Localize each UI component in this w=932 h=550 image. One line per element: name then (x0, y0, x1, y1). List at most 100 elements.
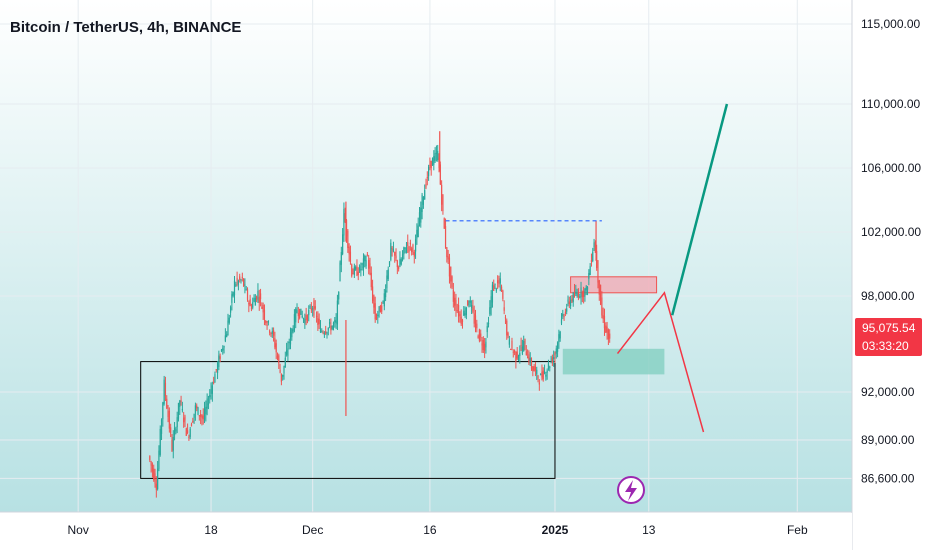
candle-body (416, 229, 418, 239)
candle-body (534, 366, 537, 371)
candle-body (395, 255, 397, 259)
candle-body (326, 332, 328, 334)
candle-body (312, 308, 314, 310)
candle-body (299, 308, 301, 319)
y-tick-label: 115,000.00 (861, 17, 920, 31)
candle-body (601, 297, 603, 316)
candle-body (362, 258, 365, 269)
candle-body (262, 304, 264, 313)
candle-body (254, 297, 256, 306)
candle-body (272, 330, 275, 336)
candle-body (364, 255, 366, 262)
candle-body (538, 382, 540, 385)
candle-body (467, 300, 469, 306)
candle-body (463, 310, 465, 316)
candle-body (196, 405, 198, 409)
bullish-projection-line (671, 103, 729, 316)
candle-body (515, 351, 517, 362)
time-axis-labels: Nov 18 Dec 16 2025 13 Feb (67, 523, 807, 537)
candle-body (396, 260, 398, 268)
candle-body (209, 395, 211, 398)
candle-body (166, 398, 168, 409)
candle-body (540, 373, 542, 376)
candle-body (593, 242, 595, 248)
candle-body (536, 369, 538, 375)
candle-body (517, 355, 520, 360)
candle-body (253, 298, 255, 302)
candle-body (194, 405, 197, 414)
candle-body (519, 352, 521, 356)
candle-body (537, 375, 539, 379)
candle-body (244, 284, 246, 286)
candle-body (529, 357, 531, 363)
candle-body (151, 464, 154, 472)
candle-body (284, 357, 286, 368)
price-axis[interactable] (853, 0, 932, 550)
candle-body (490, 296, 492, 309)
candle-body (559, 331, 561, 339)
candle-body (219, 356, 221, 359)
candle-body (435, 152, 438, 154)
candle-body (256, 296, 258, 300)
candle-body (527, 356, 529, 359)
candle-body (584, 288, 586, 297)
annotation-zones (140, 276, 665, 479)
candle-body (409, 242, 411, 245)
candle-body (383, 293, 385, 307)
candle-body (313, 300, 315, 316)
supply-zone (570, 276, 658, 294)
candle-body (585, 286, 587, 291)
candle-body (231, 294, 233, 303)
candle-body (240, 279, 242, 281)
candle-body (203, 408, 206, 420)
candle-body (497, 280, 499, 284)
candle-body (171, 439, 173, 451)
candle-body (533, 366, 535, 372)
candle-body (150, 461, 152, 466)
candle-body (407, 242, 409, 246)
candle-body (261, 307, 263, 309)
candle-body (228, 317, 230, 323)
candle-body (504, 317, 507, 319)
candle-body (186, 430, 189, 434)
candle-body (368, 260, 370, 269)
candle-body (378, 306, 380, 311)
candle-body (349, 251, 352, 262)
candle-body (352, 273, 354, 275)
candle-body (332, 323, 335, 325)
candle-body (344, 213, 346, 223)
candle-body (444, 226, 447, 248)
candle-body (473, 313, 475, 324)
lightning-icon[interactable] (617, 476, 645, 504)
candle-body (226, 334, 228, 338)
candle-body (201, 415, 203, 419)
candle-body (211, 385, 213, 394)
candle-body (300, 308, 302, 315)
candle-body (391, 248, 393, 250)
candle-body (157, 468, 159, 490)
candle-body (172, 437, 174, 451)
candle-body (295, 309, 297, 323)
candle-body (550, 360, 552, 362)
candle-body (541, 371, 543, 378)
candle-body (448, 257, 451, 277)
candle-body (265, 320, 267, 323)
candle-body (487, 323, 490, 325)
candle-body (216, 363, 219, 374)
time-axis[interactable] (0, 513, 852, 550)
candle-body (414, 239, 417, 252)
candle-body (310, 308, 312, 311)
candle-body (205, 406, 207, 415)
x-tick-label: Dec (302, 523, 323, 537)
candle-body (154, 473, 156, 484)
candle-body (450, 266, 452, 282)
candlestick-series (149, 131, 611, 498)
candle-body (342, 234, 344, 255)
candle-body (222, 348, 224, 351)
candle-body (248, 303, 250, 305)
candle-body (323, 333, 325, 335)
candle-body (568, 301, 570, 305)
candle-body (545, 374, 547, 377)
